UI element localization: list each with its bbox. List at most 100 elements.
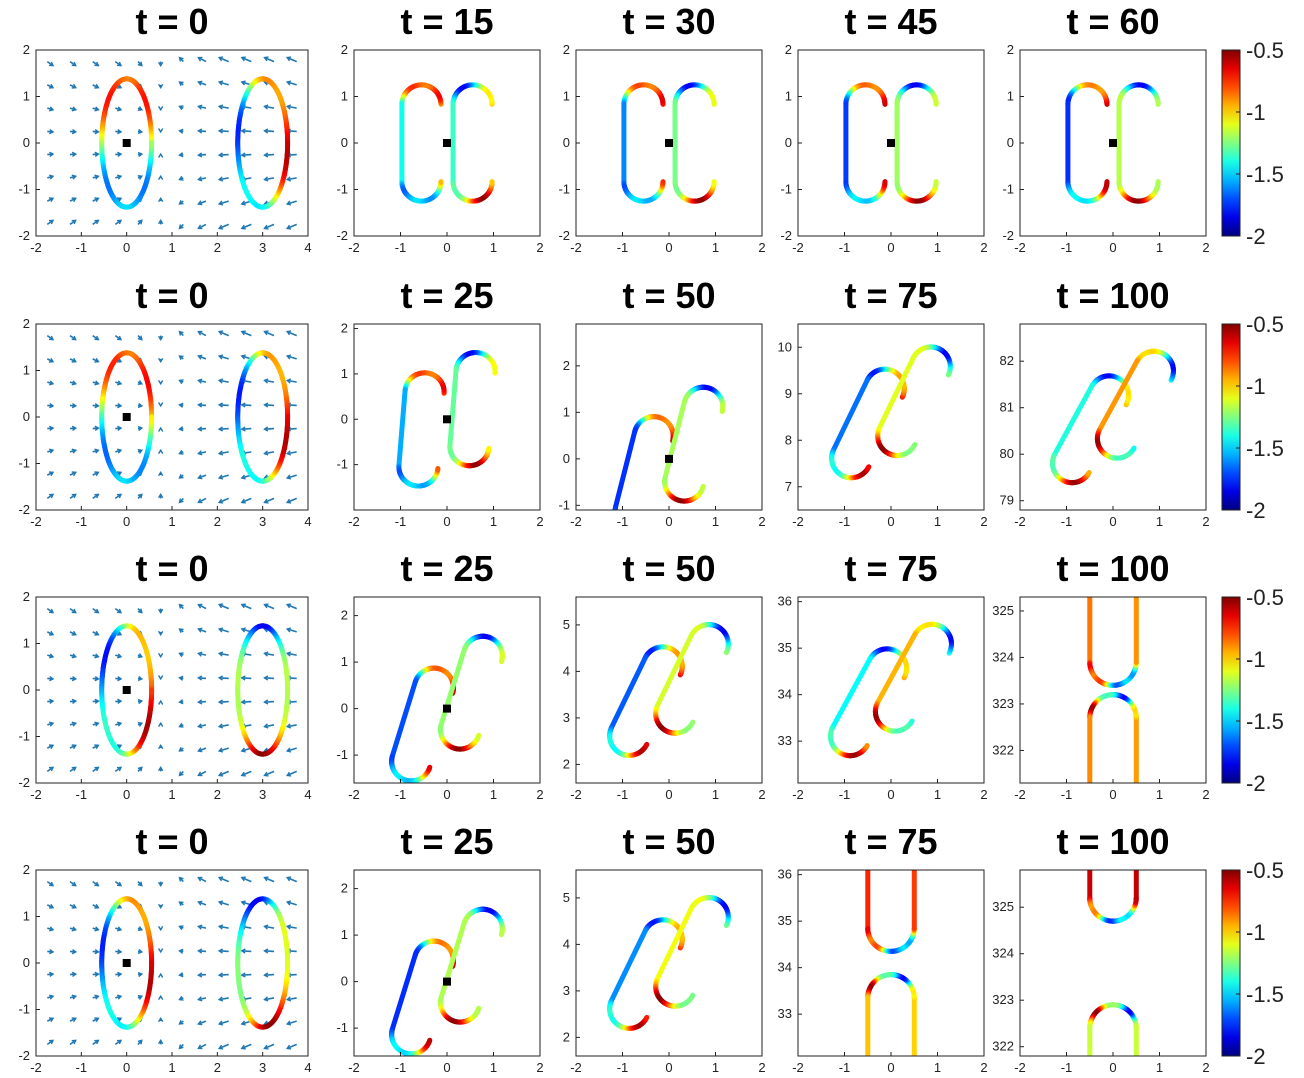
quiver-arrow	[287, 652, 297, 656]
x-tick-label: 1	[934, 240, 941, 255]
panel-title: t = 75	[844, 548, 937, 589]
quiver-arrow	[219, 973, 229, 976]
x-tick-label: 1	[490, 514, 497, 529]
panel-r3-c1: t = 0 -2 -1 0 1 2 3 4 2 1 0 -1 -2	[18, 548, 311, 802]
quiver-arrow	[241, 497, 252, 504]
x-tick-label: -1	[76, 240, 88, 255]
x-tick-label: -1	[76, 787, 88, 802]
quiver-arrow	[264, 770, 275, 777]
arch-curve	[1087, 1002, 1139, 1056]
y-tick-label: 1	[23, 363, 30, 378]
quiver-arrow	[286, 81, 297, 86]
x-tick-label: 2	[980, 787, 987, 802]
quiver-arrow	[219, 451, 229, 455]
quiver-arrow	[218, 747, 229, 752]
y-tick-label: 322	[992, 1039, 1014, 1054]
colorbar-tick-label: -1.5	[1246, 709, 1284, 734]
y-tick-label: 1	[23, 636, 30, 651]
x-tick-label: -2	[30, 1060, 42, 1075]
x-tick-label: -2	[348, 514, 360, 529]
panel-r1-c1: t = 0 -2 -1 0 1 2 3 4 2 1 0 -1 -2	[18, 1, 311, 255]
panel-r2-c1: t = 0 -2 -1 0 1 2 3 4 2 1 0 -1 -2	[18, 275, 311, 529]
quiver-arrow	[286, 628, 297, 633]
quiver-arrow	[287, 997, 297, 1001]
y-tick-label: 2	[23, 862, 30, 877]
quiver-arrow	[218, 1043, 230, 1050]
x-tick-label: 0	[123, 787, 130, 802]
y-tick-label: 81	[1000, 400, 1014, 415]
y-tick-label: 1	[23, 89, 30, 104]
y-tick-label: 0	[341, 701, 348, 716]
x-tick-label: 2	[980, 514, 987, 529]
x-tick-label: 2	[536, 240, 543, 255]
colorbar-tick-label: -1.5	[1246, 162, 1284, 187]
panel-r2-c5: t = 100 -2 -1 0 1 2 82 81 80 79	[1000, 275, 1210, 529]
ellipse-curve	[235, 350, 291, 484]
quiver-arrow	[264, 177, 275, 181]
quiver-arrow	[219, 105, 229, 109]
x-tick-label: 1	[934, 787, 941, 802]
quiver-arrow	[218, 330, 230, 337]
quiver-arrow	[287, 177, 297, 181]
quiver-arrow	[241, 677, 252, 680]
quiver-arrow	[198, 330, 207, 337]
y-tick-label: 33	[778, 1006, 792, 1021]
quiver-arrow	[219, 925, 229, 929]
x-tick-label: -1	[1061, 240, 1073, 255]
quiver-arrow	[287, 451, 297, 455]
y-tick-label: 2	[23, 42, 30, 57]
x-tick-label: -1	[839, 787, 851, 802]
quiver-arrow	[264, 603, 275, 610]
x-tick-label: 2	[980, 1060, 987, 1075]
ellipse-curve	[99, 896, 155, 1030]
quiver-arrow	[219, 404, 229, 407]
quiver-field	[46, 330, 298, 504]
y-tick-label: 2	[563, 358, 570, 373]
y-tick-label: 1	[341, 366, 348, 381]
x-tick-label: -2	[792, 1060, 804, 1075]
quiver-arrow	[219, 130, 229, 133]
quiver-arrow	[264, 223, 275, 230]
x-tick-label: 2	[1202, 514, 1209, 529]
arch-curve	[865, 870, 917, 954]
origin-marker	[443, 977, 451, 986]
x-tick-label: -2	[1014, 787, 1026, 802]
colorbar-tick-label: -1.5	[1246, 436, 1284, 461]
panel-title: t = 50	[622, 548, 715, 589]
panel-title: t = 25	[400, 821, 493, 862]
quiver-arrow	[218, 223, 230, 230]
quiver-arrow	[264, 1043, 275, 1050]
x-tick-label: 2	[758, 514, 765, 529]
quiver-arrow	[198, 1043, 207, 1050]
y-tick-label: 35	[778, 640, 792, 655]
quiver-arrow	[219, 950, 229, 953]
origin-marker	[665, 139, 673, 147]
y-tick-label: 325	[992, 603, 1014, 618]
y-tick-label: -2	[18, 775, 30, 790]
x-tick-label: 0	[123, 514, 130, 529]
quiver-arrow	[264, 973, 275, 976]
y-tick-label: 1	[341, 927, 348, 942]
y-tick-label: 3	[563, 710, 570, 725]
quiver-arrow	[286, 355, 297, 360]
origin-marker	[1109, 139, 1117, 147]
x-tick-label: 4	[304, 1060, 311, 1075]
x-tick-label: -2	[1014, 240, 1026, 255]
y-tick-label: -1	[558, 182, 570, 197]
x-tick-label: 2	[1202, 1060, 1209, 1075]
axes-frame	[797, 596, 985, 784]
x-tick-label: 0	[665, 240, 672, 255]
arch-curve	[1087, 692, 1139, 783]
quiver-arrow	[218, 901, 229, 906]
quiver-arrow	[218, 200, 229, 205]
x-tick-label: -2	[348, 1060, 360, 1075]
x-tick-label: 1	[490, 787, 497, 802]
y-tick-label: -1	[336, 182, 348, 197]
loop-curve	[621, 82, 666, 204]
x-tick-label: -2	[792, 514, 804, 529]
x-tick-label: 0	[887, 514, 894, 529]
quiver-arrow	[264, 451, 275, 455]
quiver-arrow	[286, 1043, 298, 1050]
quiver-arrow	[219, 997, 229, 1001]
axes-frame	[797, 323, 985, 511]
